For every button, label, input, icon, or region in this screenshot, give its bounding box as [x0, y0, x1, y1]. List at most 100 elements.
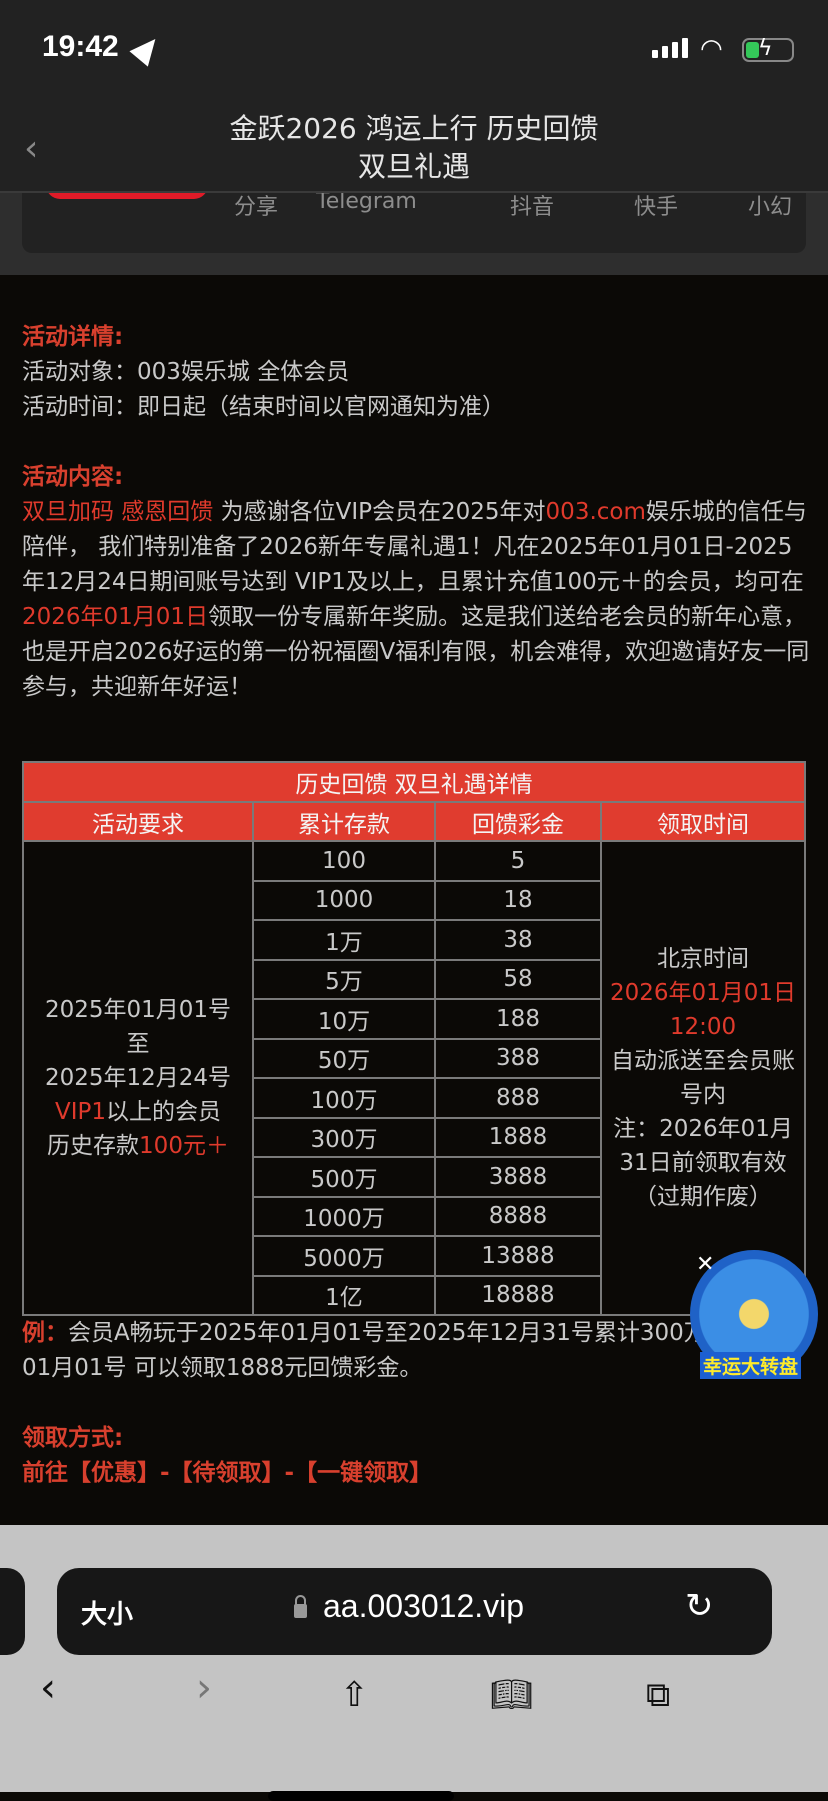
text: 为感谢各位VIP会员在2025年对: [213, 499, 546, 525]
req-line: 2025年12月24号: [44, 1065, 232, 1091]
url-text[interactable]: aa.003012.vip: [323, 1588, 525, 1624]
req-highlight: 100元＋: [139, 1133, 229, 1159]
col-header: 累计存款: [252, 801, 436, 842]
time-line: 北京时间: [657, 946, 749, 972]
deposit-cell: 5000万: [252, 1235, 436, 1277]
reload-icon[interactable]: ↻: [685, 1586, 714, 1626]
bookmarks-icon[interactable]: 📖︎: [490, 1675, 534, 1715]
bonus-cell: 188: [434, 998, 602, 1040]
deposit-cell: 100: [252, 840, 436, 882]
req-line: 2025年01月01号: [44, 997, 232, 1023]
col-header: 活动要求: [22, 801, 254, 842]
deposit-cell: 300万: [252, 1116, 436, 1158]
tabs-icon[interactable]: ⧉: [646, 1675, 671, 1715]
battery-charging-icon: ϟ: [742, 36, 794, 62]
bonus-cell: 18888: [434, 1274, 602, 1316]
deposit-cell: 10万: [252, 998, 436, 1040]
back-chevron-icon[interactable]: ‹: [24, 128, 39, 169]
forward-icon[interactable]: ›: [196, 1665, 212, 1711]
details-heading: 活动详情:: [22, 324, 124, 350]
previous-tab-pill[interactable]: [0, 1568, 25, 1655]
deposit-cell: 1亿: [252, 1274, 436, 1316]
req-line: 以上的会员: [106, 1099, 222, 1125]
bonus-cell: 888: [434, 1077, 602, 1119]
table-row: 2025年01月01号至 2025年12月24号 VIP1以上的会员历史存款100元…: [22, 840, 806, 1316]
table-row: 50万 388: [23, 1037, 805, 1079]
status-bar: 19:42 ◠ ϟ: [0, 0, 828, 110]
page-title: 金跃2026 鸿运上行 历史回馈 双旦礼遇: [120, 110, 708, 186]
bonus-cell: 58: [434, 958, 602, 1000]
activity-content: 活动详情: 活动对象：003娱乐城 全体会员 活动时间：即日起（结束时间以官网通…: [22, 320, 812, 705]
table-row: 5万 58: [23, 958, 805, 1000]
requirement-cell: 2025年01月01号至 2025年12月24号 VIP1以上的会员历史存款100元…: [22, 840, 254, 1316]
clock: 19:42: [42, 30, 119, 63]
back-icon[interactable]: ‹: [40, 1665, 56, 1711]
bonus-cell: 18: [434, 879, 602, 921]
content-paragraph: 双旦加码 感恩回馈 为感谢各位VIP会员在2025年对003.com娱乐城的信任…: [22, 495, 812, 705]
highlight: 003.com: [545, 499, 646, 525]
bonus-cell: 5: [434, 840, 602, 882]
address-bar[interactable]: 大小 aa.003012.vip ↻: [57, 1568, 772, 1655]
lock-icon: [294, 1595, 307, 1618]
table-row: 5000万 13888: [23, 1235, 805, 1277]
bonus-cell: 388: [434, 1037, 602, 1079]
home-indicator: [268, 1791, 454, 1801]
req-line: 历史存款: [47, 1133, 140, 1159]
table-row: 500万 3888: [23, 1156, 805, 1198]
req-highlight: VIP1: [54, 1099, 107, 1125]
share-item[interactable]: 分享: [234, 195, 279, 220]
claim-steps: 前往【优惠】-【待领取】-【一键领取】: [22, 1460, 433, 1486]
highlight: 2026年01月01日: [22, 604, 209, 630]
share-card: 分享 Telegram 抖音 快手 小幻: [22, 183, 806, 253]
example-text: 会员A畅玩于2025年01月01号至2025年12月31号累计300万在2026…: [22, 1320, 812, 1381]
text-size-button[interactable]: 大小: [81, 1600, 134, 1630]
share-telegram[interactable]: Telegram: [316, 189, 417, 214]
deposit-cell: 1万: [252, 919, 436, 961]
table-row: 300万 1888: [23, 1116, 805, 1158]
location-arrow-icon: [129, 31, 165, 67]
deposit-cell: 1000: [252, 879, 436, 921]
claim-heading: 领取方式:: [22, 1425, 124, 1451]
deposit-cell: 5万: [252, 958, 436, 1000]
share-icon[interactable]: ⇧: [340, 1675, 369, 1715]
details-time: 活动时间：即日起（结束时间以官网通知为准）: [22, 394, 505, 420]
details-target: 活动对象：003娱乐城 全体会员: [22, 359, 350, 385]
req-line: 至: [126, 1031, 150, 1057]
time-line: 自动派送至会员账号内: [611, 1048, 795, 1108]
bonus-cell: 38: [434, 919, 602, 961]
bonus-cell: 13888: [434, 1235, 602, 1277]
share-xiaohuan[interactable]: 小幻: [748, 195, 793, 220]
text: 娱乐城的信任与陪伴， 我们特别准备了2026新年专属礼遇1！凡在2025年01月…: [22, 499, 807, 595]
content-heading: 活动内容:: [22, 464, 124, 490]
nav-bar: ‹ 金跃2026 鸿运上行 历史回馈 双旦礼遇: [0, 110, 828, 193]
share-bar: 分享 Telegram 抖音 快手 小幻: [0, 183, 828, 275]
title-line-2: 双旦礼遇: [357, 150, 470, 183]
wifi-icon: ◠: [700, 34, 723, 64]
table-row: 1万 38: [23, 919, 805, 961]
reward-table: 历史回馈 双旦礼遇详情 活动要求 累计存款 回馈彩金 领取时间 2025年01月…: [22, 761, 806, 1316]
table-row: 1000万 8888: [23, 1195, 805, 1237]
time-note: 注：2026年01月31日前领取有效（过期作废）: [613, 1116, 793, 1210]
highlight: 双旦加码 感恩回馈: [22, 499, 214, 525]
close-icon[interactable]: ✕: [696, 1252, 715, 1277]
bonus-cell: 1888: [434, 1116, 602, 1158]
share-kuaishou[interactable]: 快手: [634, 195, 679, 220]
claim-time-cell: 北京时间 2026年01月01日12:00 自动派送至会员账号内注：2026年01月…: [600, 840, 806, 1316]
lucky-wheel-label[interactable]: 幸运大转盘: [700, 1352, 802, 1379]
example: 例：会员A畅玩于2025年01月01号至2025年12月31号累计300万在20…: [22, 1316, 812, 1386]
deposit-cell: 1000万: [252, 1195, 436, 1237]
deposit-cell: 100万: [252, 1077, 436, 1119]
deposit-cell: 50万: [252, 1037, 436, 1079]
deposit-cell: 500万: [252, 1156, 436, 1198]
tail-section: 例：会员A畅玩于2025年01月01号至2025年12月31号累计300万在20…: [22, 1316, 812, 1491]
table-row: 100万 888: [23, 1077, 805, 1119]
col-header: 回馈彩金: [434, 801, 602, 842]
example-label: 例：: [22, 1320, 68, 1346]
time-highlight: 2026年01月01日12:00: [609, 980, 797, 1040]
col-header: 领取时间: [600, 801, 806, 842]
bonus-cell: 3888: [434, 1156, 602, 1198]
title-line-1: 金跃2026 鸿运上行 历史回馈: [229, 112, 599, 145]
bonus-cell: 8888: [434, 1195, 602, 1237]
text: 领取一份专属新年奖励。这是我们送给老会员的新年心意，也是开启2026好运的第一份…: [22, 604, 810, 700]
share-douyin[interactable]: 抖音: [510, 195, 555, 220]
